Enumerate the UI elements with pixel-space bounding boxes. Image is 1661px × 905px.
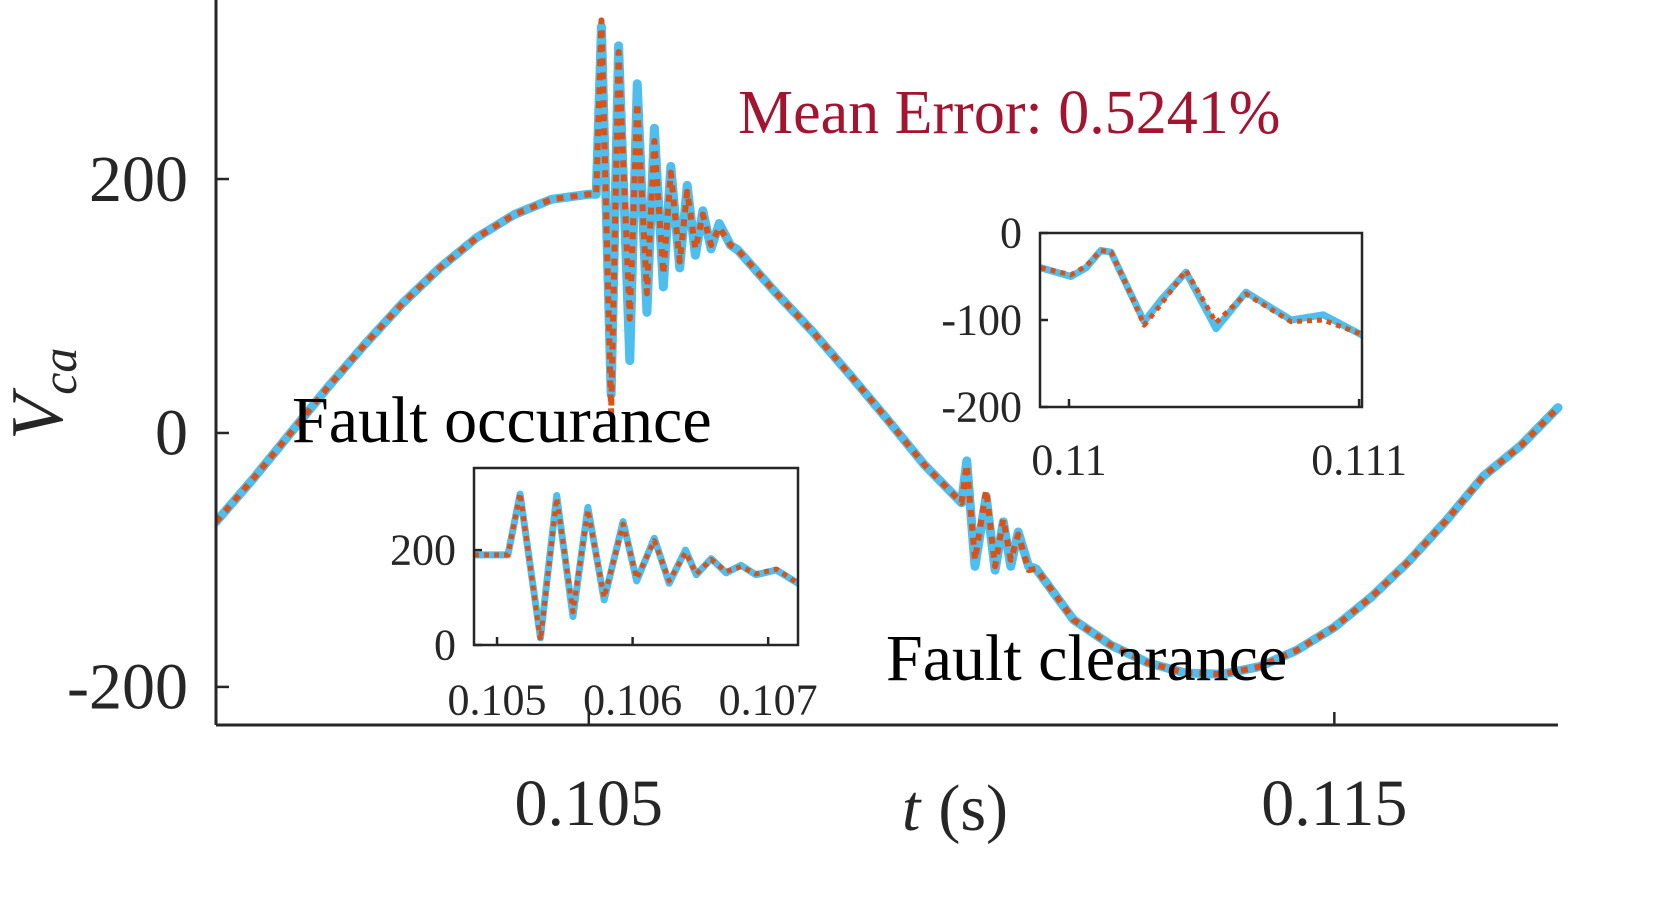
x-axis-label: t (s) [902, 772, 1008, 845]
y-tick-label: 200 [89, 143, 188, 216]
y-label-var: V [0, 387, 79, 440]
x-label-var: t [902, 772, 922, 845]
x-tick-label: 0.106 [583, 676, 682, 725]
series-group [474, 490, 798, 643]
y-tick-label: -200 [67, 651, 188, 724]
y-tick-label: 200 [390, 526, 456, 575]
x-tick-label: 0.111 [1311, 436, 1407, 485]
y-label-sub: ca [31, 348, 87, 395]
y-tick-label: -100 [941, 296, 1022, 345]
y-axis-label: Vca [0, 348, 87, 440]
x-tick-label: 0.107 [719, 676, 818, 725]
x-tick-label: 0.115 [1261, 767, 1407, 840]
series-line [474, 490, 798, 643]
inset-fault-clearance: -200 -100 0 0.11 0.111 [941, 209, 1407, 485]
x-tick-label: 0.105 [515, 767, 664, 840]
fault-clearance-annotation: Fault clearance [886, 622, 1287, 695]
x-tick-label: 0.11 [1031, 436, 1106, 485]
series-line [216, 17, 1561, 678]
inset-fault-occurance: 0 200 0.105 0.106 0.107 [390, 466, 818, 725]
main-plot: -200 0 200 0.105 0.115 [67, 0, 1563, 840]
series-group [1040, 246, 1362, 339]
axes-box [472, 466, 800, 647]
series-group [216, 17, 1563, 679]
x-label-unit: (s) [938, 772, 1008, 845]
mean-error-annotation: Mean Error: 0.5241% [738, 79, 1280, 147]
series-line [1040, 247, 1362, 338]
annotations: Mean Error: 0.5241% Fault occurance Faul… [0, 79, 1287, 845]
y-tick-label: -200 [941, 383, 1022, 432]
x-tick-label: 0.105 [448, 676, 547, 725]
inset-background [1040, 233, 1362, 407]
y-tick-label: 0 [1000, 209, 1022, 258]
y-tick-label: 0 [155, 397, 188, 470]
y-tick-label: 0 [434, 621, 456, 670]
fault-occurance-annotation: Fault occurance [292, 384, 712, 457]
